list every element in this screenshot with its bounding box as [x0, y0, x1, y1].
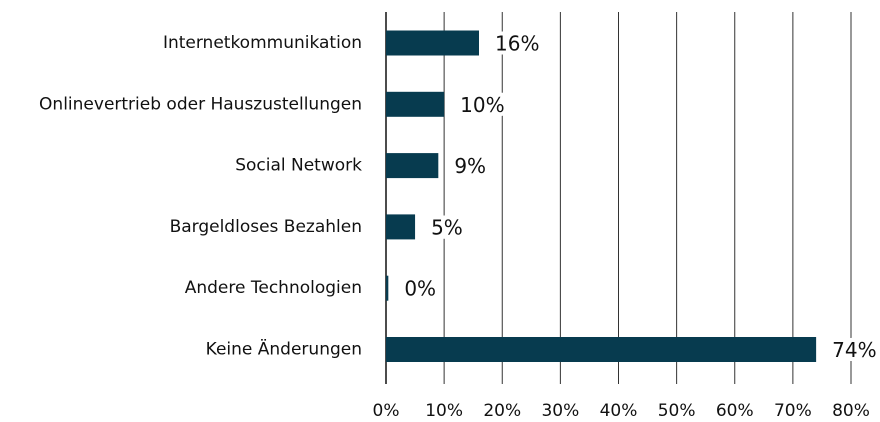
- bar: [386, 91, 445, 117]
- bar: [386, 153, 439, 179]
- x-tick-label: 10%: [425, 401, 463, 421]
- category-label: Andere Technologien: [185, 278, 362, 298]
- value-label: 9%: [454, 154, 486, 178]
- x-tick-label: 0%: [373, 401, 400, 421]
- x-tick-label: 40%: [600, 401, 638, 421]
- value-label: 16%: [495, 32, 539, 56]
- value-label: 0%: [404, 277, 436, 301]
- x-tick-label: 80%: [832, 401, 870, 421]
- x-tick-label: 70%: [774, 401, 812, 421]
- value-label: 10%: [460, 93, 504, 117]
- category-label: Social Network: [235, 156, 362, 176]
- category-label: Onlinevertrieb oder Hauszustellungen: [39, 94, 362, 114]
- value-label: 74%: [832, 338, 876, 362]
- bar: [386, 30, 479, 56]
- category-label: Keine Änderungen: [206, 339, 362, 360]
- bar: [386, 275, 389, 301]
- x-tick-label: 30%: [541, 401, 579, 421]
- bar: [386, 214, 416, 240]
- category-label: Bargeldloses Bezahlen: [170, 217, 362, 237]
- category-label: Internetkommunikation: [163, 33, 362, 53]
- x-tick-label: 60%: [716, 401, 754, 421]
- value-label: 5%: [431, 215, 463, 239]
- bar: [386, 337, 817, 362]
- x-tick-label: 50%: [658, 401, 696, 421]
- x-tick-label: 20%: [483, 401, 521, 421]
